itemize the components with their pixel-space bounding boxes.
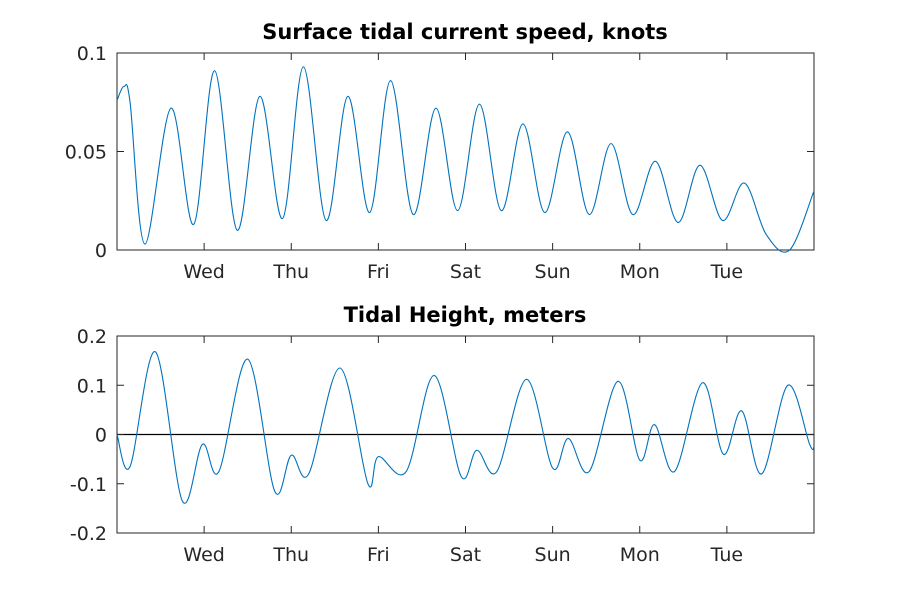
y-tick-label: 0.1 (77, 43, 107, 65)
x-tick-label: Wed (183, 544, 224, 566)
x-tick-label: Fri (367, 261, 390, 283)
x-tick-label: Sun (535, 544, 571, 566)
x-tick-label: Thu (272, 261, 309, 283)
x-tick-label: Tue (710, 544, 743, 566)
y-tick-label: -0.2 (70, 523, 107, 545)
x-tick-label: Tue (710, 261, 743, 283)
series-line (116, 351, 815, 504)
chart-title: Tidal Height, meters (344, 303, 587, 327)
x-tick-label: Thu (272, 544, 309, 566)
y-tick-label: -0.1 (70, 474, 107, 496)
x-tick-label: Sat (450, 544, 481, 566)
chart-title: Surface tidal current speed, knots (262, 20, 668, 44)
x-tick-label: Wed (183, 261, 224, 283)
axes-box (116, 52, 815, 251)
y-tick-label: 0.1 (77, 375, 107, 397)
y-tick-label: 0 (95, 425, 107, 447)
y-tick-label: 0.2 (77, 326, 107, 348)
series-line (116, 66, 815, 253)
x-tick-label: Mon (620, 544, 660, 566)
x-tick-label: Sat (450, 261, 481, 283)
x-tick-label: Sun (535, 261, 571, 283)
y-tick-label: 0.05 (65, 142, 107, 164)
y-tick-label: 0 (95, 240, 107, 262)
x-tick-label: Mon (620, 261, 660, 283)
x-tick-label: Fri (367, 544, 390, 566)
chart-tidal-height: Tidal Height, meters -0.2 -0.1 0 0.1 0.2 Wed T… (70, 303, 815, 566)
chart-current-speed: Surface tidal current speed, knots 0 0.05… (65, 20, 815, 283)
